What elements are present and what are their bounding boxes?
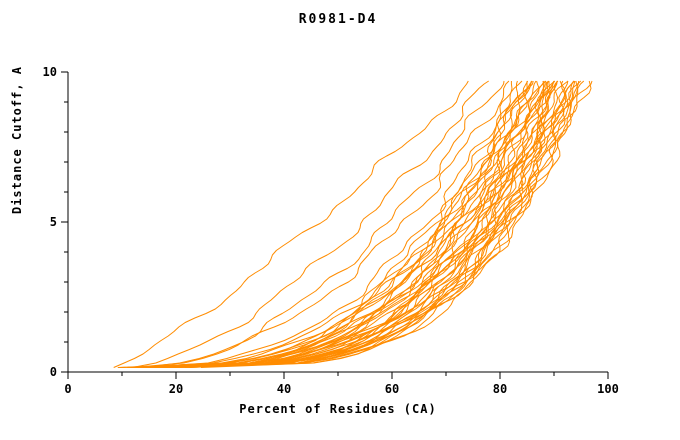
- model-curve: [140, 80, 528, 368]
- model-curve: [152, 80, 558, 368]
- model-curve: [132, 80, 510, 368]
- model-curve: [184, 80, 582, 368]
- chart-title: R0981-D4: [298, 12, 378, 27]
- model-curve: [190, 81, 550, 368]
- model-curve: [113, 80, 469, 368]
- x-tick-label: 20: [169, 382, 183, 396]
- model-curve: [119, 80, 549, 368]
- model-curve: [171, 80, 533, 368]
- model-curve: [164, 80, 593, 368]
- model-curve: [132, 80, 558, 368]
- model-curve: [146, 80, 540, 368]
- model-curve: [178, 80, 533, 368]
- model-curve: [144, 80, 569, 368]
- x-axis-title: Percent of Residues (CA): [239, 402, 437, 416]
- model-curve: [200, 80, 575, 368]
- model-curve: [155, 80, 592, 368]
- model-curve: [147, 80, 523, 368]
- model-curve: [141, 80, 505, 368]
- model-curve: [128, 80, 575, 368]
- x-tick-label: 80: [493, 382, 507, 396]
- x-tick-label: 100: [597, 382, 619, 396]
- model-curve: [179, 80, 576, 368]
- x-tick-label: 60: [385, 382, 399, 396]
- y-tick-label: 0: [50, 365, 57, 379]
- model-curve: [188, 80, 566, 368]
- model-curve: [165, 80, 537, 368]
- model-curve: [168, 80, 548, 368]
- model-curve: [184, 80, 547, 368]
- y-tick-label: 10: [43, 65, 57, 79]
- model-curve: [161, 80, 585, 368]
- x-tick-label: 0: [64, 382, 71, 396]
- x-tick-label: 40: [277, 382, 291, 396]
- model-curve: [178, 80, 558, 368]
- y-tick-label: 5: [50, 215, 57, 229]
- model-curve: [154, 80, 556, 368]
- model-curve: [173, 80, 551, 368]
- model-curve: [138, 80, 579, 368]
- model-curve: [132, 80, 489, 368]
- model-curve: [133, 80, 519, 368]
